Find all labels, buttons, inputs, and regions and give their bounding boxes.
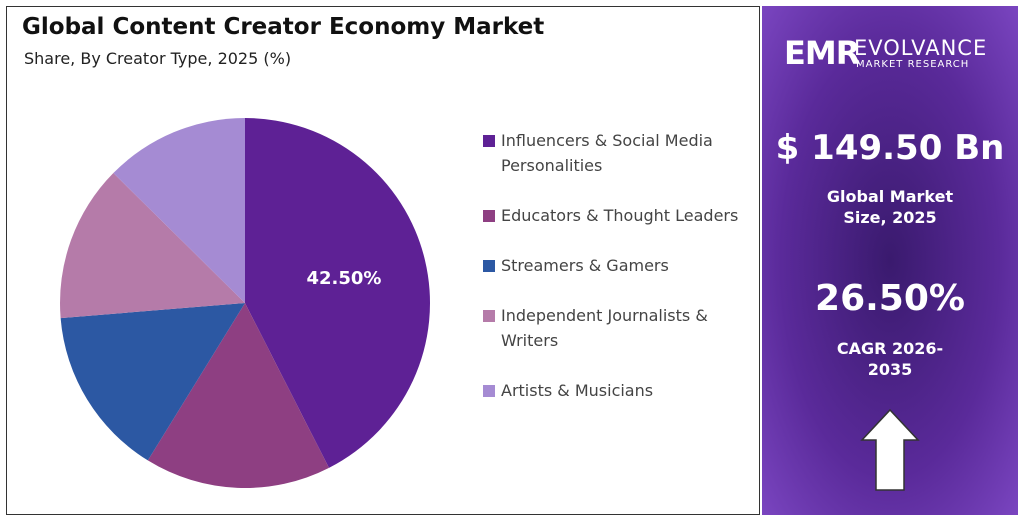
legend-label: Educators & Thought Leaders: [501, 206, 739, 225]
legend-label: Influencers & Social Media Personalities: [501, 131, 713, 175]
brand-logo: EMR: [784, 34, 860, 72]
legend: Influencers & Social Media Personalities…: [480, 128, 740, 428]
pie-slice: [245, 118, 431, 468]
up-arrow: [860, 408, 920, 491]
legend-swatch: [483, 135, 495, 147]
legend-item: Streamers & Gamers: [480, 253, 740, 278]
legend-swatch: [483, 260, 495, 272]
pie-slice: [59, 173, 245, 319]
pie-slice: [113, 118, 245, 303]
market-size: $ 149.50 Bn: [775, 128, 1005, 168]
legend-label: Independent Journalists & Writers: [501, 306, 708, 350]
cagr-value: 26.50%: [815, 278, 965, 319]
pie-chart: 42.50%: [59, 118, 431, 488]
market-size-label: Global Market Size, 2025: [826, 187, 954, 227]
slice-label: 42.50%: [306, 268, 381, 289]
pie-slice: [60, 303, 245, 461]
legend-swatch: [483, 210, 495, 222]
info-panel: EMR EVOLVANCE MARKET RESEARCH $ 149.50 B…: [762, 6, 1018, 515]
legend-swatch: [483, 310, 495, 322]
cagr-label: CAGR 2026-2035: [836, 339, 944, 379]
legend-item: Educators & Thought Leaders: [480, 203, 740, 228]
chart-subtitle: Share, By Creator Type, 2025 (%): [24, 49, 292, 68]
pie-slice: [147, 303, 329, 488]
company-tagline: MARKET RESEARCH: [856, 59, 970, 70]
legend-label: Streamers & Gamers: [501, 256, 669, 275]
legend-item: Influencers & Social Media Personalities: [480, 128, 740, 178]
legend-item: Independent Journalists & Writers: [480, 303, 740, 353]
legend-label: Artists & Musicians: [501, 381, 654, 400]
legend-swatch: [483, 385, 495, 397]
legend-item: Artists & Musicians: [480, 378, 740, 403]
company-name: EVOLVANCE: [854, 36, 988, 60]
chart-title: Global Content Creator Economy Market: [22, 14, 545, 40]
chart-frame: [6, 6, 760, 515]
